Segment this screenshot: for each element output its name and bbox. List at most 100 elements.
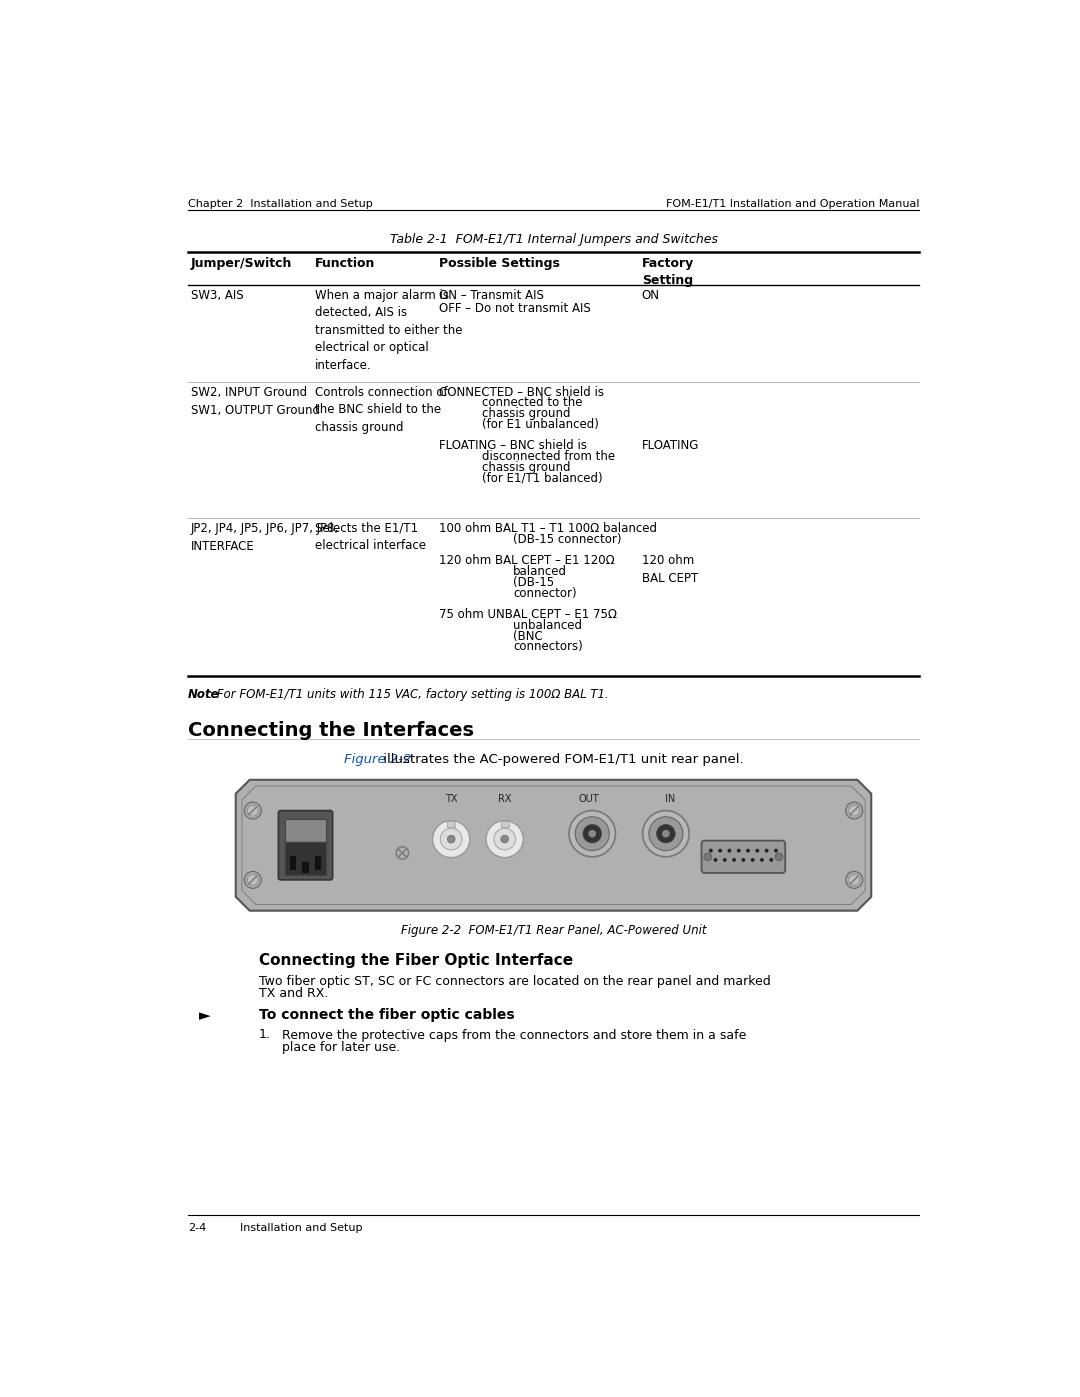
Text: connector): connector) — [513, 587, 577, 599]
Circle shape — [774, 849, 778, 852]
Circle shape — [769, 858, 773, 862]
Text: Figure 2-2: Figure 2-2 — [345, 753, 411, 766]
Circle shape — [760, 858, 764, 862]
Bar — [301, 862, 309, 873]
Bar — [291, 856, 296, 870]
Circle shape — [643, 810, 689, 856]
Circle shape — [737, 849, 741, 852]
Text: FLOATING – BNC shield is: FLOATING – BNC shield is — [438, 440, 586, 453]
Text: (DB-15 connector): (DB-15 connector) — [513, 532, 622, 546]
Circle shape — [576, 817, 609, 851]
Circle shape — [662, 830, 670, 838]
Text: TX: TX — [445, 793, 458, 803]
Bar — [447, 820, 455, 827]
Circle shape — [755, 849, 759, 852]
Text: disconnected from the: disconnected from the — [482, 450, 616, 464]
Text: Factory
Setting: Factory Setting — [642, 257, 694, 286]
Circle shape — [849, 805, 860, 816]
Circle shape — [714, 858, 717, 862]
Circle shape — [708, 849, 713, 852]
Circle shape — [723, 858, 727, 862]
Circle shape — [746, 849, 750, 852]
Text: When a major alarm is
detected, AIS is
transmitted to either the
electrical or o: When a major alarm is detected, AIS is t… — [314, 289, 462, 372]
Text: CONNECTED – BNC shield is: CONNECTED – BNC shield is — [438, 386, 604, 398]
Text: ON: ON — [642, 289, 660, 302]
Text: chassis ground: chassis ground — [482, 407, 570, 420]
Circle shape — [657, 824, 675, 842]
Text: connectors): connectors) — [513, 640, 583, 654]
Circle shape — [846, 872, 863, 888]
Polygon shape — [235, 780, 872, 911]
Text: Remove the protective caps from the connectors and store them in a safe: Remove the protective caps from the conn… — [282, 1028, 746, 1042]
Circle shape — [589, 830, 596, 838]
Text: Figure 2-2  FOM-E1/T1 Rear Panel, AC-Powered Unit: Figure 2-2 FOM-E1/T1 Rear Panel, AC-Powe… — [401, 923, 706, 937]
FancyBboxPatch shape — [279, 810, 333, 880]
Circle shape — [849, 875, 860, 886]
Text: Chapter 2  Installation and Setup: Chapter 2 Installation and Setup — [188, 198, 373, 208]
Circle shape — [433, 820, 470, 858]
Text: unbalanced: unbalanced — [513, 619, 582, 631]
Circle shape — [486, 820, 524, 858]
Text: JP2, JP4, JP5, JP6, JP7, JP8,
INTERFACE: JP2, JP4, JP5, JP6, JP7, JP8, INTERFACE — [191, 522, 339, 553]
Text: OUT: OUT — [578, 793, 598, 803]
Circle shape — [247, 805, 258, 816]
Text: ►: ► — [199, 1009, 211, 1024]
Text: 120 ohm BAL CEPT – E1 120Ω: 120 ohm BAL CEPT – E1 120Ω — [438, 555, 615, 567]
Bar — [314, 856, 321, 870]
Circle shape — [447, 835, 455, 842]
Polygon shape — [285, 842, 326, 848]
Circle shape — [732, 858, 735, 862]
Circle shape — [765, 849, 769, 852]
Bar — [501, 820, 509, 827]
Circle shape — [569, 810, 616, 856]
Text: SW2, INPUT Ground
SW1, OUTPUT Ground: SW2, INPUT Ground SW1, OUTPUT Ground — [191, 386, 320, 416]
Text: Note: Note — [188, 689, 219, 701]
Bar — [285, 842, 326, 875]
Text: place for later use.: place for later use. — [282, 1041, 401, 1053]
Text: RX: RX — [498, 793, 512, 803]
Text: Jumper/Switch: Jumper/Switch — [191, 257, 293, 270]
Circle shape — [775, 854, 783, 861]
Text: (for E1/T1 balanced): (for E1/T1 balanced) — [482, 472, 603, 485]
Text: FLOATING: FLOATING — [642, 440, 699, 453]
Circle shape — [718, 849, 723, 852]
Text: Connecting the Interfaces: Connecting the Interfaces — [188, 721, 474, 739]
Circle shape — [247, 875, 258, 886]
Circle shape — [244, 802, 261, 819]
Text: Table 2-1  FOM-E1/T1 Internal Jumpers and Switches: Table 2-1 FOM-E1/T1 Internal Jumpers and… — [390, 233, 717, 246]
Text: Function: Function — [314, 257, 375, 270]
Text: illustrates the AC-powered FOM-E1/T1 unit rear panel.: illustrates the AC-powered FOM-E1/T1 uni… — [379, 753, 744, 766]
Text: Selects the E1/T1
electrical interface: Selects the E1/T1 electrical interface — [314, 522, 426, 552]
Text: Installation and Setup: Installation and Setup — [241, 1222, 363, 1234]
Circle shape — [846, 802, 863, 819]
Text: IN: IN — [664, 793, 675, 803]
Circle shape — [649, 817, 683, 851]
Text: 120 ohm
BAL CEPT: 120 ohm BAL CEPT — [642, 555, 698, 585]
Circle shape — [728, 849, 731, 852]
Bar — [285, 819, 326, 842]
Text: 2-4: 2-4 — [188, 1222, 206, 1234]
Text: (for E1 unbalanced): (for E1 unbalanced) — [482, 418, 599, 430]
Text: Two fiber optic ST, SC or FC connectors are located on the rear panel and marked: Two fiber optic ST, SC or FC connectors … — [259, 975, 771, 988]
Text: Possible Settings: Possible Settings — [438, 257, 559, 270]
Circle shape — [494, 828, 515, 849]
Text: OFF – Do not transmit AIS: OFF – Do not transmit AIS — [438, 302, 591, 316]
Text: connected to the: connected to the — [482, 397, 583, 409]
Text: TX and RX.: TX and RX. — [259, 986, 328, 1000]
Circle shape — [583, 824, 602, 842]
Text: 75 ohm UNBAL CEPT – E1 75Ω: 75 ohm UNBAL CEPT – E1 75Ω — [438, 608, 617, 622]
Text: FOM-E1/T1 Installation and Operation Manual: FOM-E1/T1 Installation and Operation Man… — [665, 198, 919, 208]
FancyBboxPatch shape — [702, 841, 785, 873]
Circle shape — [704, 854, 712, 861]
Circle shape — [751, 858, 755, 862]
Text: (BNC: (BNC — [513, 630, 543, 643]
Text: balanced: balanced — [513, 564, 567, 578]
Text: (DB-15: (DB-15 — [513, 576, 554, 588]
Text: 1.: 1. — [259, 1028, 271, 1042]
Text: ON – Transmit AIS: ON – Transmit AIS — [438, 289, 543, 302]
Text: To connect the fiber optic cables: To connect the fiber optic cables — [259, 1009, 515, 1023]
Text: chassis ground: chassis ground — [482, 461, 570, 474]
Circle shape — [742, 858, 745, 862]
Text: : For FOM-E1/T1 units with 115 VAC, factory setting is 100Ω BAL T1.: : For FOM-E1/T1 units with 115 VAC, fact… — [210, 689, 609, 701]
Text: Connecting the Fiber Optic Interface: Connecting the Fiber Optic Interface — [259, 953, 573, 968]
